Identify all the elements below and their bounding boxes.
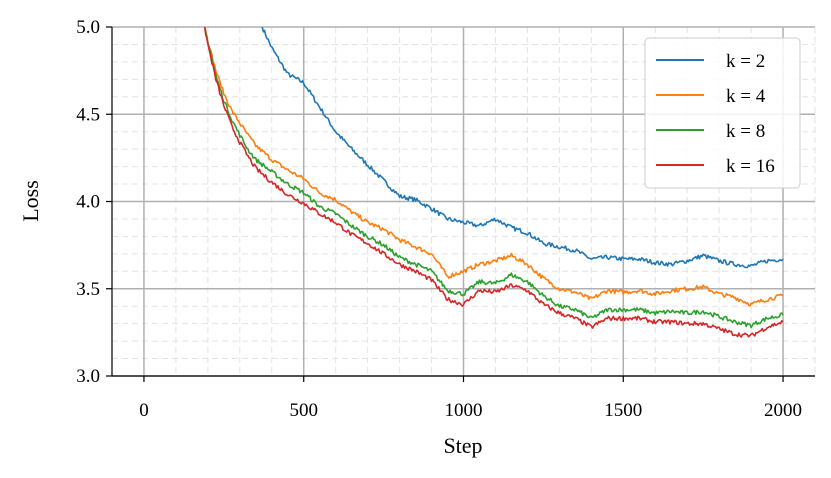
y-tick-label: 4.5 <box>76 104 100 125</box>
y-tick-label: 5.0 <box>76 17 100 38</box>
series-line-1 <box>261 27 784 269</box>
y-tick-label: 4.0 <box>76 192 100 213</box>
legend-label: k = 16 <box>726 156 775 177</box>
x-tick-label: 0 <box>139 400 149 421</box>
legend: k = 2 k = 4 k = 8 k = 16 <box>644 37 801 189</box>
y-tick-label: 3.5 <box>76 279 100 300</box>
x-axis-label: Step <box>443 433 482 458</box>
y-axis-label: Loss <box>18 180 43 222</box>
x-tick-label: 2000 <box>764 400 802 421</box>
x-tick-label: 500 <box>289 400 318 421</box>
x-tick-label: 1500 <box>604 400 642 421</box>
x-tick-label: 1000 <box>445 400 483 421</box>
ticks: 0 500 1000 1500 2000 3.0 3.5 4.0 4.5 5.0 <box>76 17 802 421</box>
legend-label: k = 8 <box>726 121 765 142</box>
series-line-2 <box>203 27 784 307</box>
series-group <box>203 27 784 338</box>
legend-box <box>644 37 801 189</box>
series-line-3 <box>203 27 784 329</box>
series-line-4 <box>203 27 784 338</box>
legend-label: k = 4 <box>726 86 766 107</box>
y-tick-label: 3.0 <box>76 366 100 387</box>
legend-label: k = 2 <box>726 51 765 72</box>
